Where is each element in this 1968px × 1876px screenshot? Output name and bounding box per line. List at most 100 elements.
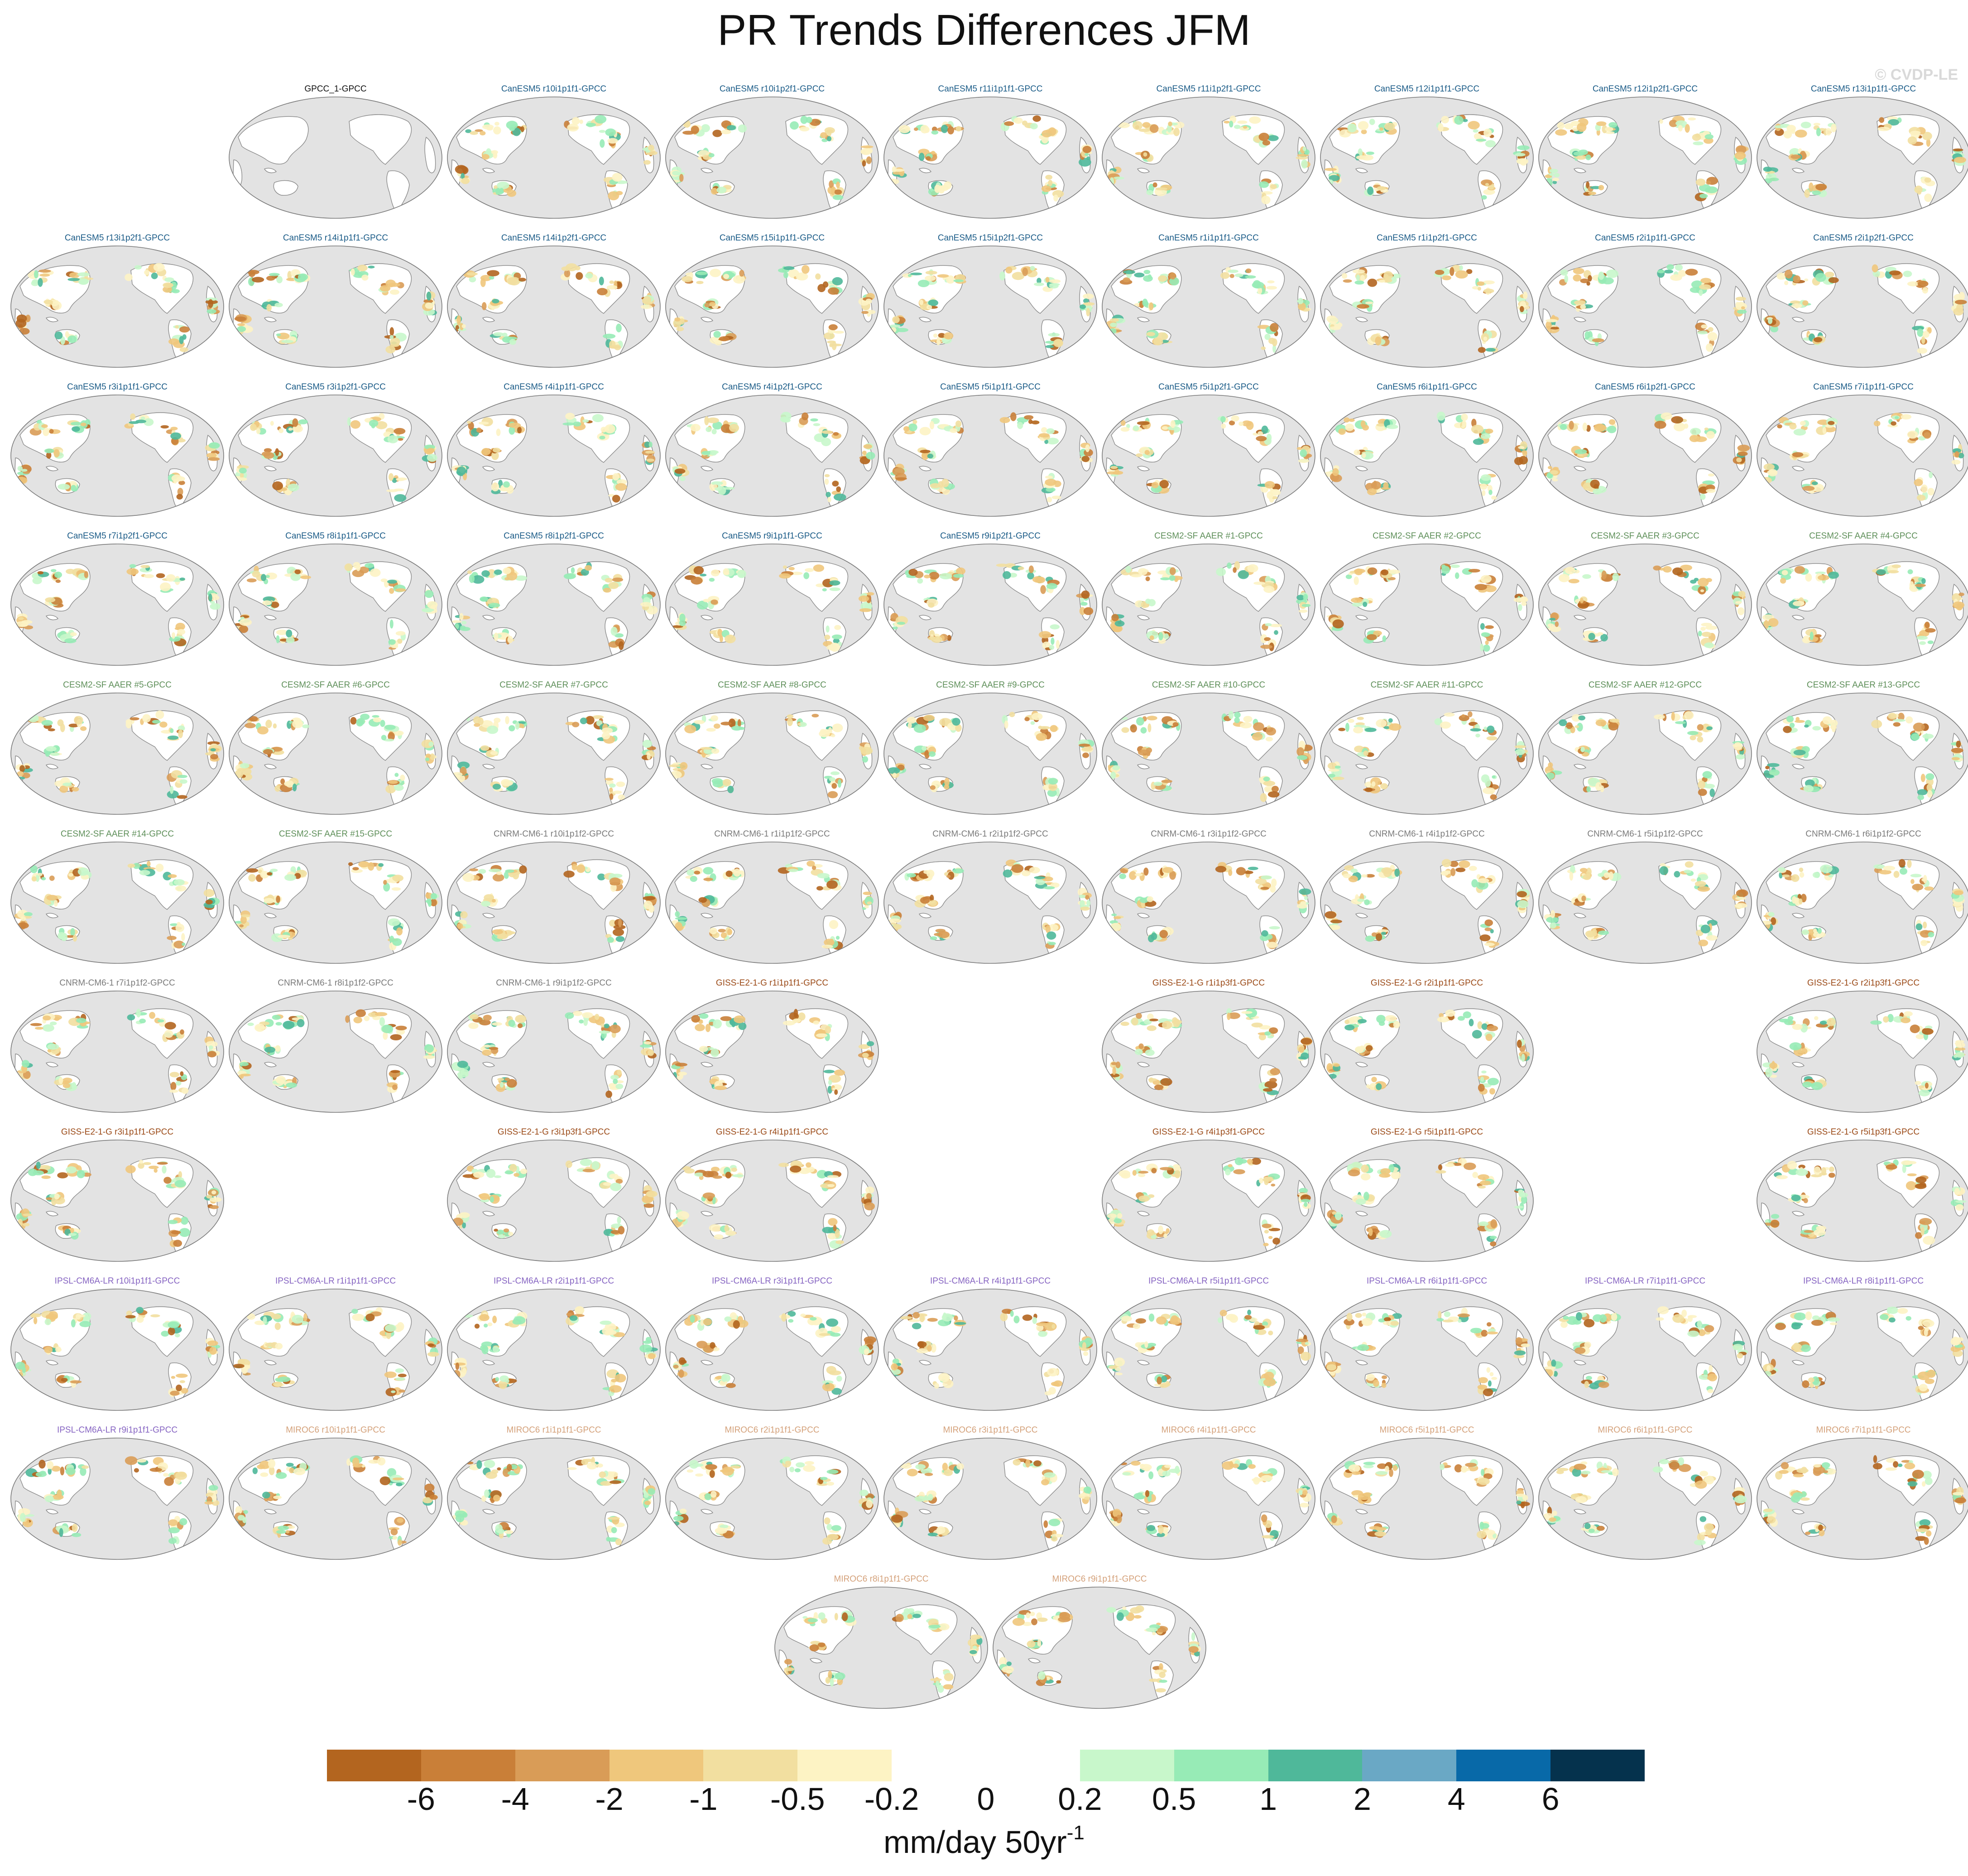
trend-patch bbox=[1354, 568, 1363, 576]
trend-patch bbox=[72, 934, 77, 942]
trend-patch bbox=[1012, 272, 1025, 280]
trend-patch bbox=[1471, 424, 1484, 434]
map-frame bbox=[665, 96, 879, 219]
trend-patch bbox=[1274, 630, 1278, 635]
map-panel: CNRM-CM6-1 r2i1p1f2-GPCC bbox=[881, 829, 1099, 965]
trend-patch bbox=[1229, 120, 1234, 128]
trend-patch bbox=[892, 168, 905, 172]
trend-patch bbox=[1793, 750, 1806, 755]
ocean-area bbox=[1320, 97, 1533, 218]
trend-patch bbox=[1442, 275, 1451, 280]
trend-patch bbox=[829, 642, 840, 652]
trend-patch bbox=[38, 278, 43, 287]
trend-patch bbox=[832, 195, 844, 200]
trend-patch bbox=[787, 717, 793, 726]
trend-patch bbox=[130, 413, 136, 420]
trend-patch bbox=[582, 419, 589, 423]
trend-patch bbox=[1519, 456, 1528, 465]
trend-patch bbox=[240, 763, 250, 769]
trend-patch bbox=[817, 873, 830, 879]
trend-patch bbox=[286, 637, 295, 644]
trend-patch bbox=[167, 936, 177, 940]
trend-patch bbox=[824, 478, 829, 485]
trend-patch bbox=[177, 922, 181, 926]
trend-patch bbox=[252, 277, 264, 283]
trend-patch bbox=[1040, 585, 1046, 594]
trend-patch bbox=[430, 893, 437, 900]
trend-patch bbox=[481, 570, 490, 577]
trend-patch bbox=[49, 429, 54, 434]
map-panel: CESM2-SF AAER #14-GPCC bbox=[8, 829, 226, 965]
trend-patch bbox=[1920, 774, 1925, 782]
land-outline bbox=[1573, 168, 1587, 173]
trend-patch bbox=[478, 869, 486, 874]
trend-patch bbox=[353, 1016, 362, 1024]
trend-patch bbox=[489, 276, 494, 280]
trend-patch bbox=[140, 417, 145, 420]
trend-patch bbox=[1574, 725, 1579, 728]
trend-patch bbox=[864, 905, 869, 909]
trend-patch bbox=[1914, 479, 1923, 486]
trend-patch bbox=[1365, 935, 1375, 942]
trend-patch bbox=[266, 275, 275, 281]
trend-patch bbox=[394, 773, 399, 777]
trend-patch bbox=[706, 427, 711, 432]
panel-title: CNRM-CM6-1 r10i1p1f2-GPCC bbox=[493, 829, 614, 839]
trend-patch bbox=[932, 126, 937, 132]
trend-patch bbox=[1030, 123, 1038, 130]
trend-patch bbox=[1357, 304, 1369, 309]
trend-patch bbox=[302, 724, 310, 728]
trend-patch bbox=[1478, 878, 1489, 883]
trend-patch bbox=[234, 316, 246, 321]
trend-patch bbox=[824, 127, 835, 134]
trend-patch bbox=[928, 636, 936, 640]
trend-patch bbox=[1236, 867, 1246, 875]
trend-patch bbox=[1459, 265, 1463, 271]
trend-patch bbox=[1045, 345, 1054, 348]
panel-title: CanESM5 r1i1p2f1-GPCC bbox=[1377, 233, 1477, 243]
trend-patch bbox=[719, 635, 723, 642]
trend-patch bbox=[1458, 860, 1470, 868]
trend-patch bbox=[1018, 566, 1024, 570]
trend-patch bbox=[263, 749, 273, 755]
trend-patch bbox=[1790, 129, 1795, 134]
trend-patch bbox=[356, 563, 361, 572]
trend-patch bbox=[51, 569, 57, 572]
world-map bbox=[229, 842, 442, 964]
trend-patch bbox=[274, 303, 283, 308]
panel-title: CNRM-CM6-1 r7i1p1f2-GPCC bbox=[59, 978, 175, 988]
ocean-area bbox=[11, 693, 224, 814]
trend-patch bbox=[1490, 794, 1497, 800]
trend-patch bbox=[924, 574, 931, 578]
trend-patch bbox=[1349, 418, 1355, 422]
trend-patch bbox=[821, 944, 833, 948]
trend-patch bbox=[830, 734, 835, 737]
trend-patch bbox=[284, 874, 296, 881]
trend-patch bbox=[1038, 433, 1050, 438]
trend-patch bbox=[1450, 564, 1460, 568]
trend-patch bbox=[1695, 133, 1700, 138]
trend-patch bbox=[1741, 306, 1745, 309]
trend-patch bbox=[1709, 789, 1715, 797]
trend-patch bbox=[496, 871, 502, 875]
trend-patch bbox=[164, 1030, 173, 1038]
world-map bbox=[883, 693, 1097, 815]
trend-patch bbox=[175, 325, 179, 329]
trend-patch bbox=[1480, 433, 1491, 439]
ocean-area bbox=[1539, 693, 1752, 814]
trend-patch bbox=[645, 451, 655, 454]
trend-patch bbox=[1330, 919, 1342, 924]
trend-patch bbox=[1011, 864, 1024, 873]
trend-patch bbox=[1231, 415, 1239, 422]
ocean-area bbox=[1539, 842, 1752, 963]
trend-patch bbox=[179, 336, 184, 344]
trend-patch bbox=[1110, 318, 1119, 322]
trend-patch bbox=[711, 428, 717, 434]
trend-patch bbox=[1475, 733, 1480, 738]
ocean-area bbox=[447, 97, 660, 218]
trend-patch bbox=[703, 599, 710, 602]
trend-patch bbox=[270, 601, 279, 608]
trend-patch bbox=[1461, 714, 1465, 718]
trend-patch bbox=[155, 710, 164, 719]
trend-patch bbox=[1784, 280, 1789, 285]
